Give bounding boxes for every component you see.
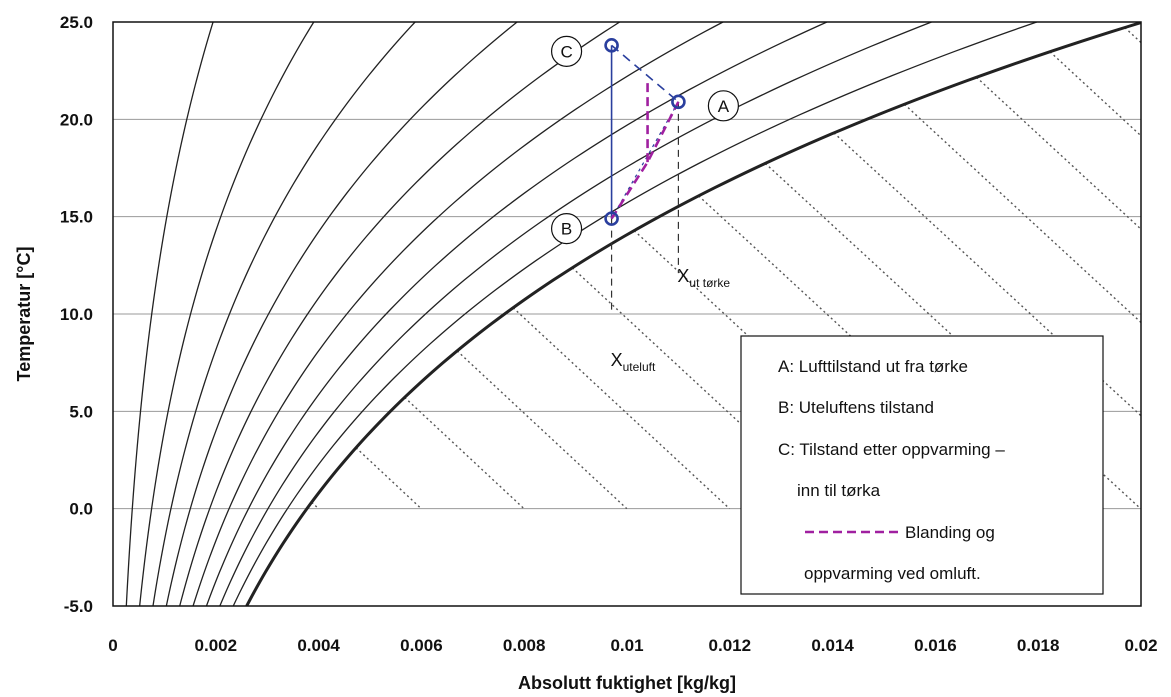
y-tick-label: 5.0 bbox=[69, 402, 93, 421]
enthalpy-line bbox=[1049, 51, 1141, 137]
dryer-line-c-a bbox=[611, 44, 679, 103]
x-tick-label: 0.004 bbox=[297, 636, 340, 655]
point-badge-c bbox=[550, 35, 583, 67]
enthalpy-line bbox=[404, 396, 525, 510]
x-axis-title: Absolutt fuktighet [kg/kg] bbox=[518, 673, 736, 693]
legend-item-mixing-cont: oppvarming ved omluft. bbox=[804, 564, 981, 583]
legend-frame bbox=[740, 335, 1104, 595]
x-tick-label: 0.002 bbox=[195, 636, 238, 655]
legend-item-mixing: Blanding og bbox=[905, 523, 995, 542]
x-tick-label: 0 bbox=[108, 636, 117, 655]
x-tick-label: 0.012 bbox=[709, 636, 752, 655]
state-points: A B C bbox=[550, 35, 740, 245]
state-point-c bbox=[604, 38, 619, 53]
x-tick-label: 0.006 bbox=[400, 636, 443, 655]
enthalpy-line bbox=[311, 501, 319, 510]
x-tick-label: 0.008 bbox=[503, 636, 546, 655]
state-point-a bbox=[671, 94, 686, 110]
x-tick-label: 0.01 bbox=[610, 636, 643, 655]
y-tick-label: 10.0 bbox=[60, 305, 93, 324]
x-tick-label: 0.014 bbox=[811, 636, 854, 655]
point-label-b: B bbox=[561, 220, 572, 239]
legend-item-c-cont: inn til tørka bbox=[797, 481, 881, 500]
enthalpy-line bbox=[903, 103, 1141, 323]
point-label-a: A bbox=[718, 97, 730, 116]
y-tick-label: 15.0 bbox=[60, 208, 93, 227]
rh-curve bbox=[192, 22, 724, 606]
legend-item-b: B: Uteluftens tilstand bbox=[778, 398, 934, 417]
rh-curve bbox=[125, 22, 214, 606]
x-marker-lines: Xut tørke Xuteluft bbox=[611, 101, 730, 374]
tick-labels: 25.0 20.0 15.0 10.0 5.0 0.0 -5.0 0 0.002 0.004 0.0… bbox=[60, 13, 1158, 655]
mixing-path bbox=[610, 101, 680, 220]
enthalpy-line bbox=[975, 76, 1141, 230]
rh-curve bbox=[219, 22, 932, 606]
y-tick-label: 0.0 bbox=[69, 500, 93, 519]
x-tick-label: 0.016 bbox=[914, 636, 957, 655]
y-axis-title: Temperatur [°C] bbox=[14, 247, 34, 382]
rh-curve bbox=[245, 22, 1141, 606]
rh-curve bbox=[179, 22, 621, 606]
rh-curve bbox=[139, 22, 315, 606]
point-badge-a bbox=[707, 90, 740, 122]
process-lines bbox=[610, 44, 680, 220]
x-tick-label: 0.018 bbox=[1017, 636, 1060, 655]
enthalpy-line bbox=[512, 307, 731, 510]
x-tick-label: 0.02 bbox=[1124, 636, 1157, 655]
x-marker-label: Xut tørke bbox=[677, 266, 730, 290]
y-tick-label: 20.0 bbox=[60, 110, 93, 129]
rh-curve bbox=[152, 22, 416, 606]
enthalpy-line bbox=[355, 447, 422, 510]
legend-box: A: Lufttilstand ut fra tørke B: Utelufte… bbox=[740, 335, 1104, 595]
legend-item-c: C: Tilstand etter oppvarming – bbox=[778, 440, 1005, 459]
plot-frame bbox=[112, 21, 1142, 607]
axes bbox=[112, 21, 1142, 607]
x-marker-label: Xuteluft bbox=[611, 350, 656, 374]
enthalpy-line bbox=[1124, 27, 1141, 44]
rh-curve bbox=[232, 22, 1038, 606]
state-point-b bbox=[604, 211, 619, 226]
point-label-c: C bbox=[560, 42, 572, 61]
rh-curve bbox=[165, 22, 518, 606]
enthalpy-line bbox=[456, 350, 628, 510]
relative-humidity-curves bbox=[125, 22, 1141, 606]
y-tick-label: -5.0 bbox=[64, 597, 93, 616]
legend-item-a: A: Lufttilstand ut fra tørke bbox=[778, 357, 968, 376]
y-tick-label: 25.0 bbox=[60, 13, 93, 32]
point-badge-b bbox=[550, 213, 583, 245]
rh-curve bbox=[205, 22, 828, 606]
